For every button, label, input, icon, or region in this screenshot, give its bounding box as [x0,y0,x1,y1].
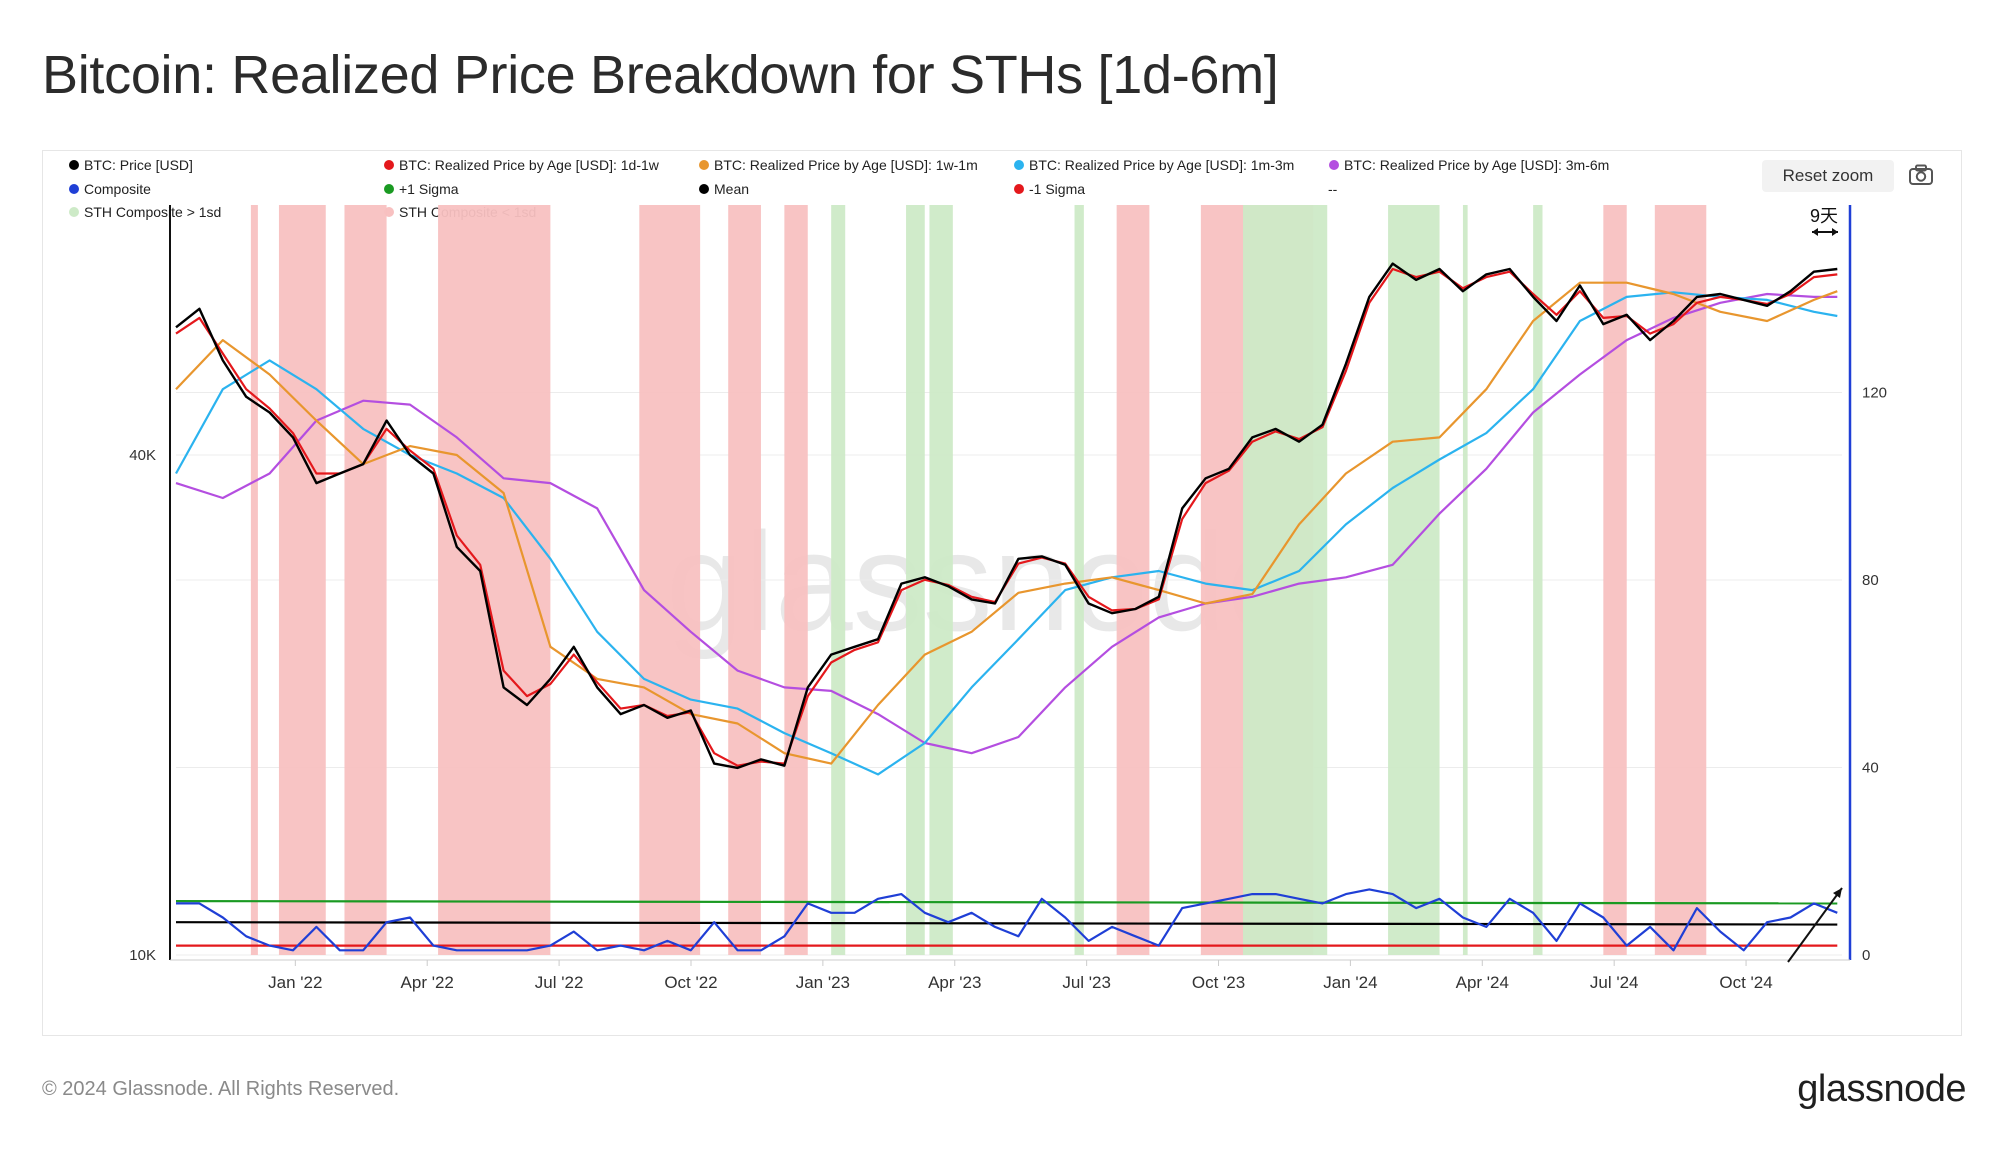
legend-label: BTC: Price [USD] [84,157,193,173]
legend-label: Composite [84,181,151,197]
legend-swatch [69,160,79,170]
x-axis-tick-label: Oct '23 [1192,973,1245,992]
legend-swatch [1329,160,1339,170]
x-axis-tick-label: Apr '24 [1456,973,1509,992]
legend-swatch [384,160,394,170]
copyright: © 2024 Glassnode. All Rights Reserved. [42,1078,400,1100]
axes: 10K 40K 0 40 80 120 Jan '22 Apr '22 Jul '22 Oct '… [129,205,1887,992]
series-line-mean [175,921,1838,926]
x-axis-tick-label: Apr '23 [928,973,981,992]
series-line-composite [176,888,1838,952]
legend-label: STH Composite > 1sd [84,204,221,220]
annotation-arrow-right-head [1832,228,1838,236]
x-axis-tick-label: Jul '24 [1590,973,1639,992]
left-axis-tick-label: 40K [129,447,156,464]
legend-label: BTC: Realized Price by Age [USD]: 3m-6m [1344,157,1609,173]
band-above-1sd [1242,205,1328,955]
right-axis-tick-label: 120 [1862,385,1887,402]
series-line-1-sigma [175,899,1838,905]
band-above-1sd [1533,205,1543,955]
right-axis-tick-label: 0 [1862,947,1870,964]
left-axis-tick-label: 10K [129,947,156,964]
annotation-trend-arrow [1787,887,1843,963]
annotation-trend-arrow-head [1833,888,1842,898]
band-below-1sd [438,205,551,955]
x-axis-tick-label: Jan '22 [268,973,322,992]
legend-swatch [69,207,79,217]
x-axis-tick-label: Oct '24 [1719,973,1772,992]
legend-label: -- [1328,181,1338,197]
legend-label: -1 Sigma [1029,181,1085,197]
band-above-1sd [831,205,846,955]
x-axis-tick-label: Jan '23 [796,973,850,992]
legend-label: BTC: Realized Price by Age [USD]: 1d-1w [399,157,660,173]
annotation-label: 9天 [1810,206,1838,226]
band-below-1sd [1603,205,1627,955]
legend-label: BTC: Realized Price by Age [USD]: 1w-1m [714,157,978,173]
series-lines [175,262,1838,952]
band-above-1sd [1074,205,1084,955]
grid [176,392,1842,956]
bands [250,205,1707,955]
band-below-1sd [250,205,258,955]
legend-label: +1 Sigma [399,181,459,197]
annotation-arrow-left-head [1812,228,1818,236]
legend-swatch [1014,184,1024,194]
page-title: Bitcoin: Realized Price Breakdown for ST… [42,45,1279,105]
band-below-1sd [344,205,387,955]
series-line-btc-realized-price-by-age-usd-1w-1m [175,281,1838,765]
series-line-btc-price-usd [175,262,1838,770]
annotation: 9天 [1787,206,1843,963]
reset-zoom-button[interactable]: Reset zoom [1762,160,1894,192]
band-below-1sd [639,205,701,955]
x-axis-tick-label: Apr '22 [401,973,454,992]
legend-swatch [1014,160,1024,170]
band-below-1sd [728,205,761,955]
right-axis-tick-label: 40 [1862,760,1879,777]
legend-label: Mean [714,181,749,197]
band-above-1sd [1388,205,1440,955]
brand-logo: glassnode [1797,1068,1966,1110]
legend-label: BTC: Realized Price by Age [USD]: 1m-3m [1029,157,1294,173]
legend-swatch [699,160,709,170]
x-axis-tick-label: Oct '22 [664,973,717,992]
camera-icon[interactable] [1908,164,1934,186]
band-above-1sd [1462,205,1468,955]
legend-swatch [699,184,709,194]
right-axis-tick-label: 80 [1862,572,1879,589]
band-above-1sd [929,205,953,955]
series-line-btc-realized-price-by-age-usd-1m-3m [175,291,1838,776]
band-below-1sd [278,205,326,955]
x-axis-tick-label: Jan '24 [1323,973,1377,992]
legend-swatch [69,184,79,194]
x-axis-tick-label: Jul '23 [1062,973,1111,992]
x-axis-tick-label: Jul '22 [535,973,584,992]
series-line-btc-realized-price-by-age-usd-3m-6m [175,292,1838,755]
legend: BTC: Price [USD] BTC: Realized Price by A… [69,157,1609,220]
band-below-1sd [784,205,808,955]
legend-swatch [384,184,394,194]
